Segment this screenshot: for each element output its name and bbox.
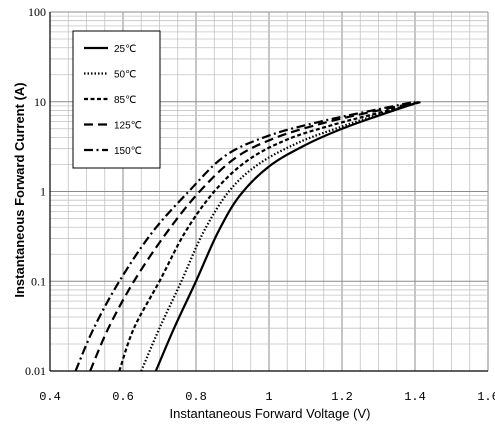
x-tick-label: 1.4 xyxy=(404,390,426,404)
plot-frame xyxy=(49,12,488,372)
y-axis-title: Instantaneous Forward Current (A) xyxy=(12,82,27,297)
legend-label-3: 85℃ xyxy=(114,95,136,106)
legend-label-1: 25℃ xyxy=(114,44,136,55)
series-line-3 xyxy=(118,100,423,372)
x-tick-label: 1.6 xyxy=(477,390,495,404)
x-tick-label: 1.2 xyxy=(331,390,353,404)
series-line-4 xyxy=(89,101,419,372)
x-tick-label: 0.6 xyxy=(112,390,134,404)
series-group xyxy=(74,100,423,372)
series-line-1 xyxy=(154,102,416,372)
x-tick-label: 0.8 xyxy=(185,390,207,404)
y-tick-label: 0.01 xyxy=(25,364,46,378)
y-tick-label: 100 xyxy=(28,5,46,19)
y-tick-label: 10 xyxy=(34,95,46,109)
x-tick-label: 1 xyxy=(265,390,272,404)
y-tick-label: 1 xyxy=(40,185,46,199)
x-tick-label: 0.4 xyxy=(39,390,61,404)
legend: 25℃ 50℃ 85℃ 125℃ 150℃ xyxy=(72,30,161,169)
legend-label-5: 150℃ xyxy=(114,146,142,157)
tick-labels: 0.01 0.1 1 10 100 0.4 0.6 0.8 1 1.2 1.4 1.6 xyxy=(25,5,495,404)
legend-label-2: 50℃ xyxy=(114,70,136,81)
y-tick-label: 0.1 xyxy=(31,274,46,288)
x-axis-title: Instantaneous Forward Voltage (V) xyxy=(170,406,371,421)
series-line-5 xyxy=(74,100,416,372)
legend-label-4: 125℃ xyxy=(114,121,142,132)
